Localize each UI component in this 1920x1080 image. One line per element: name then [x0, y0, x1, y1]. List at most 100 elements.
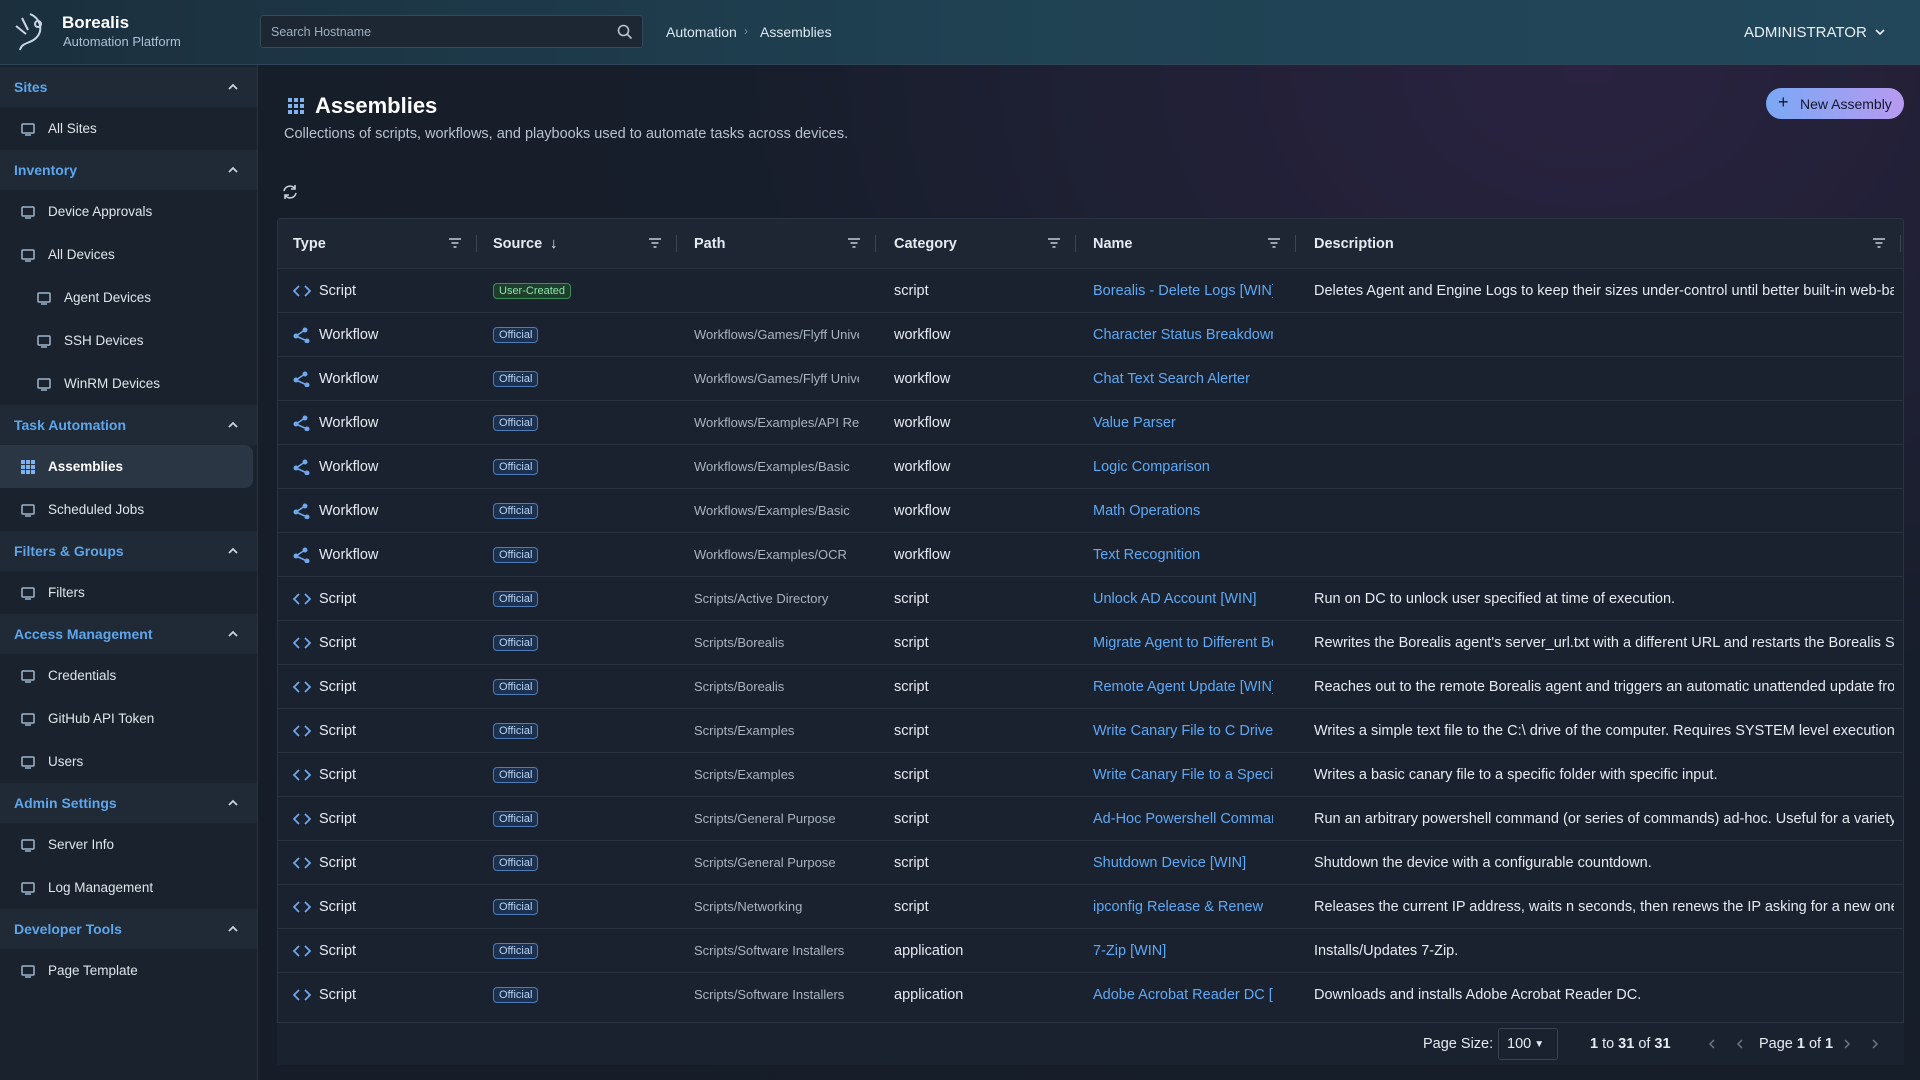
assembly-link[interactable]: Value Parser: [1093, 414, 1176, 431]
column-header[interactable]: Path: [694, 219, 875, 268]
description-text: Reaches out to the remote Borealis agent…: [1314, 678, 1894, 695]
sidebar-item[interactable]: Page Template: [0, 949, 257, 992]
sidebar-section-header[interactable]: Task Automation: [0, 405, 257, 445]
page-size-select[interactable]: 100 ▼: [1498, 1028, 1558, 1060]
sidebar-item[interactable]: Filters: [0, 571, 257, 614]
sidebar-item[interactable]: SSH Devices: [0, 319, 257, 362]
column-header[interactable]: Category: [894, 219, 1075, 268]
source-badge: Official: [493, 766, 539, 783]
assembly-link[interactable]: Write Canary File to a Specific F: [1093, 766, 1273, 783]
column-header[interactable]: Name: [1093, 219, 1295, 268]
assembly-link[interactable]: Remote Agent Update [WIN]: [1093, 678, 1273, 695]
assembly-link[interactable]: Adobe Acrobat Reader DC [WIN: [1093, 986, 1273, 1003]
cell: ipconfig Release & Renew: [1093, 885, 1273, 928]
search-placeholder: Search Hostname: [271, 25, 372, 39]
sidebar-section-header[interactable]: Admin Settings: [0, 783, 257, 823]
assembly-link[interactable]: Borealis - Delete Logs [WIN]: [1093, 282, 1273, 299]
sidebar-item[interactable]: Agent Devices: [0, 276, 257, 319]
description-text: Installs/Updates 7-Zip.: [1314, 942, 1459, 959]
user-menu[interactable]: ADMINISTRATOR: [1744, 24, 1867, 41]
path-text: Workflows/Examples/Basic: [694, 503, 850, 518]
new-assembly-button[interactable]: + New Assembly: [1766, 88, 1904, 119]
table-row[interactable]: Workflow Official Workflows/Examples/Basic…: [278, 488, 1903, 532]
sidebar-item[interactable]: Assemblies: [0, 445, 253, 488]
assembly-link[interactable]: Character Status Breakdown: [1093, 326, 1273, 343]
table-row[interactable]: Script User-Created script Borealis - Delet…: [278, 268, 1903, 312]
path-text: Scripts/Networking: [694, 899, 803, 914]
column-header[interactable]: Type: [293, 219, 476, 268]
assembly-link[interactable]: 7-Zip [WIN]: [1093, 942, 1167, 959]
sidebar-item[interactable]: Log Management: [0, 866, 257, 909]
table-row[interactable]: Script Official Scripts/Networking script ip…: [278, 884, 1903, 928]
column-header[interactable]: Source ↓: [493, 219, 676, 268]
table-row[interactable]: Script Official Scripts/Examples script Writ…: [278, 752, 1903, 796]
pagination-button[interactable]: [1840, 1038, 1854, 1054]
assembly-link[interactable]: Text Recognition: [1093, 546, 1201, 563]
refresh-button[interactable]: [281, 183, 299, 201]
page-text: 1: [1796, 1036, 1805, 1052]
assembly-link[interactable]: Shutdown Device [WIN]: [1093, 854, 1247, 871]
page-indicator: Page 1 of 1: [1759, 1036, 1833, 1052]
assembly-link[interactable]: Ad-Hoc Powershell Command [W: [1093, 810, 1273, 827]
assembly-link[interactable]: Migrate Agent to Different Borea: [1093, 634, 1273, 651]
sidebar-section-header[interactable]: Sites: [0, 67, 257, 107]
sidebar-item[interactable]: Server Info: [0, 823, 257, 866]
sidebar-item[interactable]: GitHub API Token: [0, 697, 257, 740]
table-row[interactable]: Script Official Scripts/Borealis script Migr…: [278, 620, 1903, 664]
category-text: script: [894, 722, 929, 739]
table-row[interactable]: Script Official Scripts/General Purpose scr…: [278, 796, 1903, 840]
sidebar-section-header[interactable]: Access Management: [0, 614, 257, 654]
table-row[interactable]: Workflow Official Workflows/Games/Flyff Un…: [278, 312, 1903, 356]
sidebar-item[interactable]: All Sites: [0, 107, 257, 150]
cell: Script: [293, 577, 473, 620]
path-text: Workflows/Examples/Basic: [694, 459, 850, 474]
sidebar-item[interactable]: WinRM Devices: [0, 362, 257, 405]
search-box[interactable]: Search Hostname: [260, 15, 643, 48]
item-icon-svg: [37, 334, 51, 348]
table-row[interactable]: Script Official Scripts/General Purpose scr…: [278, 840, 1903, 884]
type-text: Script: [319, 678, 357, 695]
column-header[interactable]: Description: [1314, 219, 1900, 268]
path-text: Scripts/Examples: [694, 767, 795, 782]
cell: Chat Text Search Alerter: [1093, 357, 1273, 400]
table-row[interactable]: Script Official Scripts/Software Installer…: [278, 928, 1903, 972]
cell: Official: [493, 313, 673, 356]
sidebar-section-header[interactable]: Inventory: [0, 150, 257, 190]
cell: [1314, 533, 1894, 576]
sidebar-item[interactable]: Device Approvals: [0, 190, 257, 233]
table-row[interactable]: Workflow Official Workflows/Games/Flyff Un…: [278, 356, 1903, 400]
category-text: script: [894, 810, 929, 827]
table-row[interactable]: Workflow Official Workflows/Examples/Basic…: [278, 444, 1903, 488]
table-row[interactable]: Script Official Scripts/Software Installer…: [278, 972, 1903, 1016]
cell: Run an arbitrary powershell command (or …: [1314, 797, 1894, 840]
description-text: Writes a basic canary file to a specific…: [1314, 766, 1718, 783]
pagination-button[interactable]: [1705, 1038, 1719, 1054]
assembly-link[interactable]: Chat Text Search Alerter: [1093, 370, 1250, 387]
cell: Unlock AD Account [WIN]: [1093, 577, 1273, 620]
assembly-link[interactable]: Math Operations: [1093, 502, 1201, 519]
sidebar-item[interactable]: Scheduled Jobs: [0, 488, 257, 531]
assembly-link[interactable]: ipconfig Release & Renew: [1093, 898, 1264, 915]
page-size-value: 100: [1507, 1036, 1532, 1052]
cell: Downloads and installs Adobe Acrobat Rea…: [1314, 973, 1894, 1016]
table-row[interactable]: Workflow Official Workflows/Examples/OCR wo…: [278, 532, 1903, 576]
item-icon: [20, 880, 36, 896]
sidebar-item[interactable]: Users: [0, 740, 257, 783]
cell: Borealis - Delete Logs [WIN]: [1093, 269, 1273, 312]
assembly-link[interactable]: Write Canary File to C Drive: [1093, 722, 1273, 739]
table-row[interactable]: Script Official Scripts/Examples script Writ…: [278, 708, 1903, 752]
pagination-button[interactable]: [1733, 1038, 1747, 1054]
table-row[interactable]: Script Official Scripts/Active Directory sc…: [278, 576, 1903, 620]
sidebar-item[interactable]: All Devices: [0, 233, 257, 276]
assembly-link[interactable]: Logic Comparison: [1093, 458, 1210, 475]
pagination-button[interactable]: [1868, 1038, 1882, 1054]
sidebar-item[interactable]: Credentials: [0, 654, 257, 697]
assembly-link[interactable]: Unlock AD Account [WIN]: [1093, 590, 1257, 607]
table-row[interactable]: Workflow Official Workflows/Examples/API R…: [278, 400, 1903, 444]
sidebar-section-header[interactable]: Developer Tools: [0, 909, 257, 949]
sidebar-section-header[interactable]: Filters & Groups: [0, 531, 257, 571]
breadcrumb-item: Assemblies: [760, 24, 832, 40]
table-row[interactable]: Script Official Scripts/Borealis script Remo…: [278, 664, 1903, 708]
breadcrumb-item[interactable]: Automation: [666, 24, 737, 40]
cell: Writes a simple text file to the C:\ dri…: [1314, 709, 1894, 752]
